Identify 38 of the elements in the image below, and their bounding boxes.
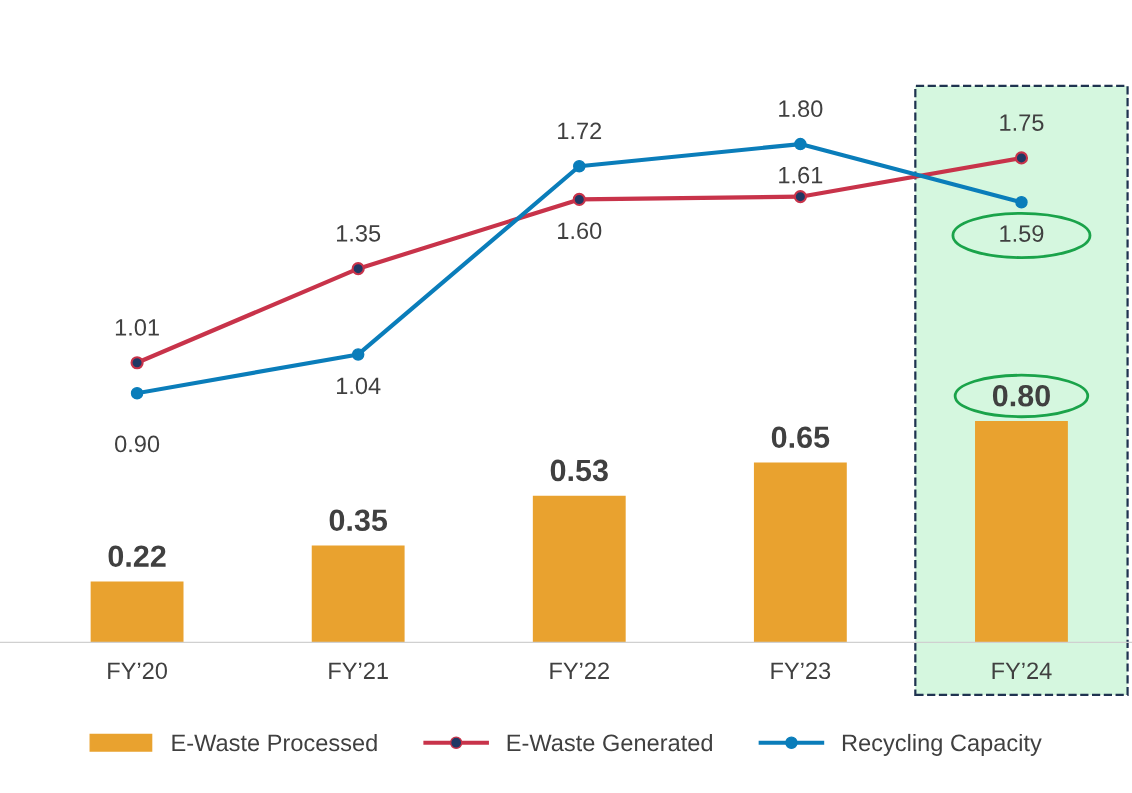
point <box>572 192 586 207</box>
bar <box>753 462 847 643</box>
point <box>573 159 586 173</box>
x-tick-label: FY’20 <box>108 662 167 680</box>
point <box>130 386 144 400</box>
point <box>130 356 144 370</box>
point <box>793 190 807 204</box>
x-tick-label: FY’24 <box>992 662 1052 679</box>
data-label: 0.90 <box>115 435 160 453</box>
bar <box>532 495 626 643</box>
point <box>1014 151 1029 165</box>
legend-label: E-Waste Generated <box>507 733 712 752</box>
data-label: 0.35 <box>329 509 388 532</box>
x-tick-label: FY’23 <box>771 662 831 680</box>
point <box>794 137 807 151</box>
data-label: 1.61 <box>779 166 823 184</box>
data-label: 1.01 <box>115 319 159 336</box>
data-label: 0.80 <box>992 384 1050 407</box>
x-tick-label: FY’22 <box>550 662 609 679</box>
point <box>351 262 365 276</box>
x-tick-label: FY’21 <box>329 662 388 679</box>
bar <box>311 545 405 643</box>
bar <box>90 581 184 643</box>
data-label: 1.60 <box>558 222 602 240</box>
legend-label: E-Waste Processed <box>172 733 377 752</box>
data-label: 1.75 <box>1000 114 1044 131</box>
data-label: 0.53 <box>550 459 608 482</box>
data-label: 0.65 <box>771 426 830 449</box>
bar <box>975 420 1068 643</box>
data-label: 1.35 <box>337 224 381 242</box>
point <box>1015 195 1028 209</box>
data-label: 1.59 <box>1000 225 1044 242</box>
data-label: 1.80 <box>779 100 823 118</box>
data-label: 1.72 <box>558 122 602 139</box>
data-label: 0.22 <box>108 545 166 568</box>
point <box>351 348 365 361</box>
legend-label: Recycling Capacity <box>842 733 1042 756</box>
data-label: 1.04 <box>337 377 381 395</box>
